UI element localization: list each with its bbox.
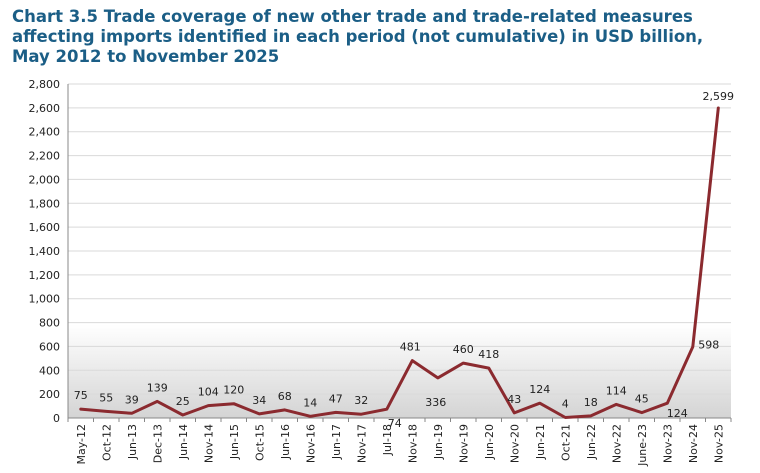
data-label: 68 — [278, 390, 292, 403]
x-tick-label: Jun-20 — [483, 424, 496, 460]
series-layer — [79, 106, 720, 419]
data-label: 481 — [400, 341, 421, 354]
x-tick-label: Nov-24 — [687, 424, 700, 463]
x-tick-label: Jun-17 — [330, 424, 343, 460]
x-tick-label: Jun-19 — [432, 424, 445, 460]
y-tick-label: 2,400 — [29, 126, 61, 139]
data-label: 34 — [252, 394, 266, 407]
x-tick-label: Dec-13 — [151, 424, 164, 463]
x-axis: May-12 Oct-12 Jun-13 Dec-13 Jun-14 Nov-14 Jun-… — [67, 417, 732, 467]
data-label: 120 — [223, 384, 244, 397]
data-label: 104 — [198, 386, 219, 399]
data-label: 139 — [147, 381, 168, 394]
data-label: 32 — [354, 394, 368, 407]
y-tick-label: 2,600 — [29, 102, 61, 115]
y-tick-label: 200 — [39, 388, 60, 401]
data-label: 124 — [529, 383, 550, 396]
y-tick-label: 1,800 — [29, 197, 61, 210]
y-tick-label: 400 — [39, 364, 60, 377]
x-tick-label: Nov-14 — [202, 424, 215, 463]
x-tick-label: Jun-15 — [228, 424, 241, 460]
data-label: 14 — [303, 396, 317, 409]
y-tick-label: 1,400 — [29, 245, 61, 258]
y-tick-label: 800 — [39, 317, 60, 330]
x-tick-label: Nov-17 — [355, 424, 368, 463]
data-label: 39 — [125, 393, 139, 406]
y-tick-label: 1,000 — [29, 293, 61, 306]
y-tick-label: 2,800 — [29, 78, 61, 91]
data-label: 18 — [584, 396, 598, 409]
data-label: 4 — [562, 398, 569, 411]
y-tick-label: 600 — [39, 340, 60, 353]
x-tick-label: Oct-21 — [559, 424, 572, 461]
data-label: 124 — [667, 407, 688, 420]
data-label: 45 — [635, 393, 649, 406]
data-label: 598 — [698, 339, 719, 352]
x-tick-label: Jun-13 — [126, 424, 139, 460]
data-label: 47 — [329, 392, 343, 405]
x-tick-label: Nov-22 — [610, 424, 623, 463]
x-tick-label: Jun-21 — [534, 424, 547, 460]
data-label: 25 — [176, 395, 190, 408]
x-tick-label: Jun-14 — [177, 424, 190, 460]
chart-title: Chart 3.5 Trade coverage of new other tr… — [12, 7, 704, 66]
data-label: 43 — [507, 393, 521, 406]
data-label: 55 — [99, 391, 113, 404]
x-tick-label: Oct-15 — [253, 424, 266, 461]
data-label: 336 — [425, 396, 446, 409]
y-tick-label: 0 — [53, 412, 60, 425]
y-tick-label: 2,200 — [29, 150, 61, 163]
x-tick-label: Nov-25 — [712, 424, 725, 463]
data-label: 74 — [388, 417, 402, 430]
x-tick-label: May-12 — [75, 424, 88, 465]
x-tick-label: Jun-22 — [585, 424, 598, 460]
data-label: 418 — [478, 348, 499, 361]
x-tick-label: Jun-16 — [279, 424, 292, 460]
x-tick-label: Nov-19 — [457, 424, 470, 463]
x-tick-label: Nov-23 — [661, 424, 674, 463]
series-line — [79, 106, 720, 419]
data-label: 2,599 — [703, 90, 735, 103]
y-tick-label: 1,600 — [29, 221, 61, 234]
data-label: 75 — [74, 389, 88, 402]
x-tick-label: June-23 — [636, 424, 649, 467]
y-tick-label: 2,000 — [29, 173, 61, 186]
data-label: 460 — [453, 343, 474, 356]
x-tick-label: Jul-18 — [381, 424, 394, 456]
y-axis: 0 200 400 600 800 1,000 1,200 1,400 1,600 1,800 2,… — [29, 78, 69, 425]
x-tick-label: Nov-20 — [508, 424, 521, 463]
x-tick-label: Oct-12 — [100, 424, 113, 461]
x-tick-label: Nov-16 — [304, 424, 317, 463]
y-tick-label: 1,200 — [29, 269, 61, 282]
grid — [68, 83, 731, 395]
x-tick-label: Nov-18 — [406, 424, 419, 463]
data-label: 114 — [606, 384, 627, 397]
